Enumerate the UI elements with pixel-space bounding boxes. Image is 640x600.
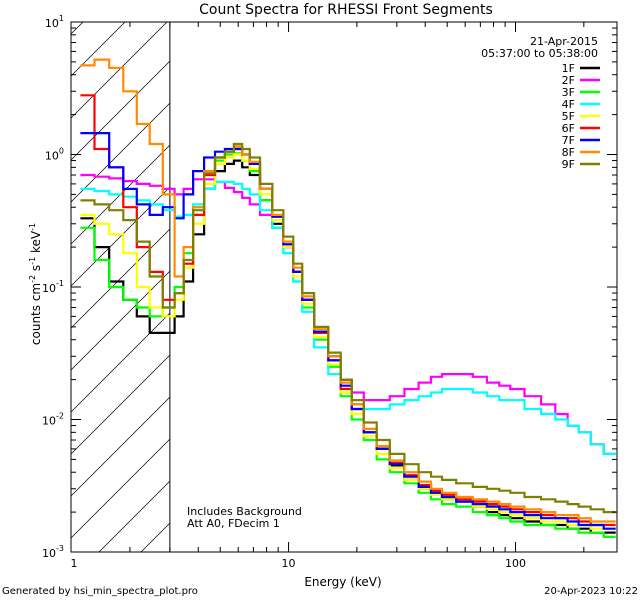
y-tick-label: 10-1 xyxy=(42,279,64,295)
hatched-region xyxy=(71,0,640,552)
legend-label-7F: 7F xyxy=(562,134,575,147)
footer-timestamp: 20-Apr-2023 10:22 xyxy=(544,586,638,597)
series-7F xyxy=(80,132,616,530)
series-5F xyxy=(80,153,616,530)
x-axis-label: Energy (keV) xyxy=(304,575,381,589)
hatch-line xyxy=(71,312,170,413)
date-label: 21-Apr-2015 xyxy=(530,35,598,48)
footer-generated-by: Generated by hsi_min_spectra_plot.pro xyxy=(2,586,198,597)
hatch-line xyxy=(71,22,168,119)
series-1F xyxy=(80,159,616,534)
series-3F xyxy=(80,152,616,538)
hatch-line xyxy=(71,228,170,329)
legend-label-5F: 5F xyxy=(562,110,575,123)
annotation-background: Includes Background xyxy=(187,505,302,518)
time-range-label: 05:37:00 to 05:38:00 xyxy=(481,47,598,60)
hatch-line xyxy=(71,186,170,287)
axis-ticks xyxy=(71,21,617,553)
legend-label-4F: 4F xyxy=(562,98,575,111)
x-tick-label: 100 xyxy=(505,557,526,570)
hatch-line xyxy=(71,102,170,203)
chart-title: Count Spectra for RHESSI Front Segments xyxy=(199,2,493,18)
legend-label-6F: 6F xyxy=(562,122,575,135)
hatch-line xyxy=(71,60,170,161)
legend-label-2F: 2F xyxy=(562,74,575,87)
plot-area xyxy=(70,21,618,553)
y-tick-label: 10-2 xyxy=(42,412,64,428)
series-4F xyxy=(80,180,616,455)
hatch-line xyxy=(71,396,170,497)
series-6F xyxy=(80,94,616,527)
annotation-attenuator: Att A0, FDecim 1 xyxy=(187,517,280,530)
y-tick-label: 101 xyxy=(45,14,64,30)
legend-label-8F: 8F xyxy=(562,146,575,159)
hatch-line xyxy=(71,270,170,371)
series-2F xyxy=(80,173,616,455)
hatch-line xyxy=(71,22,126,77)
y-axis-label: counts cm-2 s-1 keV-1 xyxy=(28,223,43,345)
series-9F xyxy=(80,142,616,514)
hatch-line xyxy=(71,438,170,539)
hatch-line xyxy=(225,0,640,552)
legend-label-9F: 9F xyxy=(562,158,575,171)
series-lines xyxy=(80,58,616,538)
hatch-line xyxy=(71,354,170,455)
legend-label-1F: 1F xyxy=(562,62,575,75)
legend-label-3F: 3F xyxy=(562,86,575,99)
series-8F xyxy=(80,58,616,523)
y-tick-label: 100 xyxy=(45,147,64,163)
y-tick-label: 10-3 xyxy=(42,544,64,560)
tick-labels: 1 10 100 10-3 10-2 10-1 100 101 xyxy=(42,14,526,570)
x-tick-label: 10 xyxy=(282,557,296,570)
x-tick-label: 1 xyxy=(71,557,78,570)
hatch-line xyxy=(71,22,84,35)
hatch-line xyxy=(267,0,640,552)
